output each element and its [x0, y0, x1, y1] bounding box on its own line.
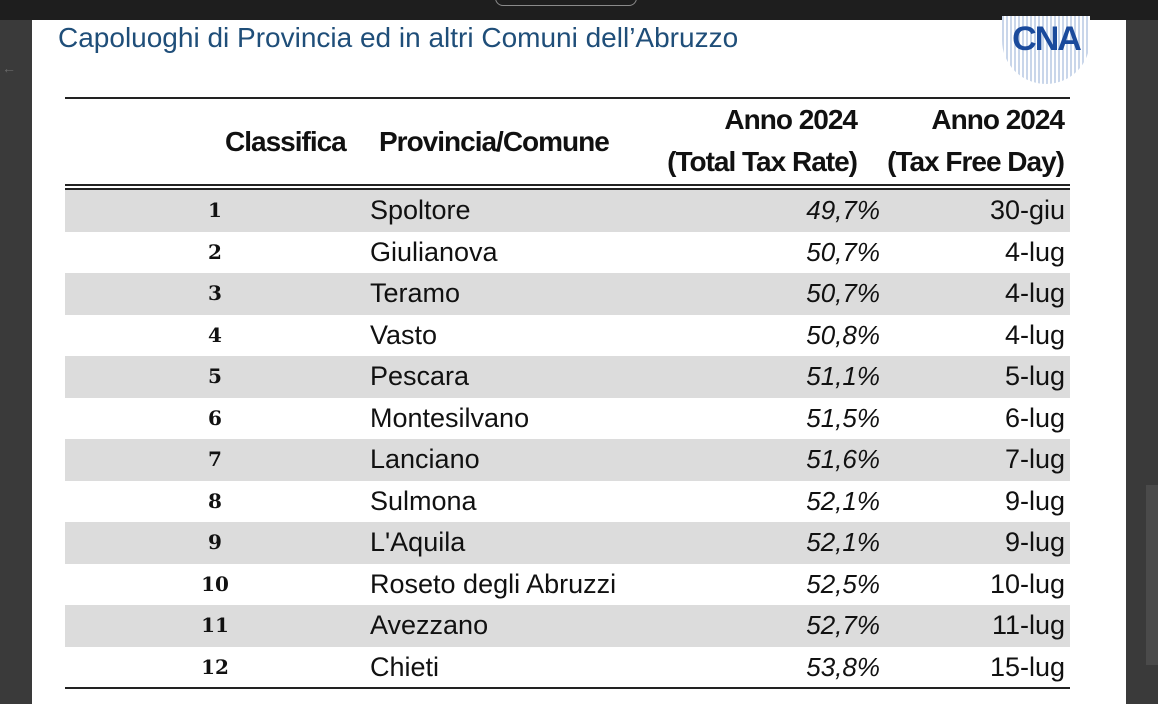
slide: Capoluoghi di Provincia ed in altri Comu…: [32, 16, 1126, 704]
table-bottom-rule: [65, 687, 1070, 689]
rank-cell: 11: [201, 613, 229, 637]
name-cell: L'Aquila: [370, 527, 466, 557]
name-cell: Avezzano: [370, 610, 489, 640]
table-body: 1 Spoltore 49,7% 30-giu 2 Giulianova 50,7% 4-lu…: [65, 190, 1070, 688]
rank-cell: 6: [208, 405, 222, 430]
name-cell: Roseto degli Abruzzi: [370, 568, 617, 599]
tax-rate-cell: 53,8%: [806, 651, 880, 682]
camera-notch: [495, 0, 637, 6]
table-row: 5 Pescara 51,1% 5-lug: [65, 356, 1070, 398]
window-top-bar: [0, 0, 1158, 20]
back-arrow-icon[interactable]: ←: [2, 60, 16, 76]
header-day-line2: (Tax Free Day): [887, 146, 1065, 177]
tax-rate-cell: 52,7%: [806, 610, 880, 640]
tax-free-day-cell: 4-lug: [1004, 236, 1065, 267]
tax-rate-cell: 50,7%: [806, 278, 880, 308]
tax-rate-cell: 51,5%: [806, 402, 880, 433]
cna-logo: CNA: [1002, 16, 1090, 84]
tax-free-day-cell: 6-lug: [1004, 402, 1065, 433]
logo-text: CNA: [1012, 20, 1082, 58]
rank-cell: 12: [201, 654, 229, 679]
table-row: 7 Lanciano 51,6% 7-lug: [65, 439, 1070, 481]
table-row: 4 Vasto 50,8% 4-lug: [65, 315, 1070, 357]
tax-rate-cell: 51,6%: [806, 444, 880, 474]
tax-rate-cell: 49,7%: [806, 195, 880, 225]
rank-cell: 1: [208, 198, 222, 222]
tax-rate-cell: 50,7%: [806, 236, 880, 267]
tax-rate-cell: 50,8%: [806, 319, 880, 350]
rank-cell: 7: [208, 447, 222, 471]
rank-cell: 9: [208, 530, 222, 554]
tax-free-day-cell: 4-lug: [1004, 319, 1065, 350]
table-row: 12 Chieti 53,8% 15-lug: [65, 647, 1070, 689]
rank-cell: 5: [208, 364, 222, 388]
left-margin: ←: [0, 20, 32, 704]
tax-rate-cell: 52,5%: [806, 568, 880, 599]
tax-free-day-cell: 7-lug: [1004, 444, 1065, 474]
tax-free-day-cell: 10-lug: [989, 568, 1065, 599]
tax-free-day-cell: 5-lug: [1004, 361, 1065, 391]
tax-free-day-cell: 9-lug: [1004, 485, 1065, 516]
slide-title: Capoluoghi di Provincia ed in altri Comu…: [58, 22, 739, 53]
rank-cell: 3: [208, 281, 222, 305]
table-row: 1 Spoltore 49,7% 30-giu: [65, 190, 1070, 232]
next-slide-thumbnail[interactable]: [1146, 485, 1158, 665]
table-row: 6 Montesilvano 51,5% 6-lug: [65, 398, 1070, 440]
name-cell: Lanciano: [370, 444, 480, 474]
tax-rate-cell: 52,1%: [806, 527, 880, 557]
header-rule-1: [65, 184, 1070, 186]
header-day-line1: Anno 2024: [931, 104, 1065, 135]
table-row: 9 L'Aquila 52,1% 9-lug: [65, 522, 1070, 564]
tax-free-day-cell: 11-lug: [991, 610, 1065, 640]
tax-free-day-cell: 30-giu: [989, 195, 1065, 225]
rank-cell: 4: [208, 322, 222, 347]
header-name: Provincia/Comune: [379, 126, 610, 157]
table-row: 2 Giulianova 50,7% 4-lug: [65, 232, 1070, 274]
rank-cell: 8: [208, 488, 222, 513]
tax-rate-cell: 51,1%: [806, 361, 880, 391]
tax-rate-cell: 52,1%: [806, 485, 880, 516]
name-cell: Sulmona: [370, 485, 477, 516]
name-cell: Chieti: [370, 651, 440, 682]
tax-free-day-cell: 15-lug: [989, 651, 1065, 682]
right-margin: [1126, 20, 1158, 704]
name-cell: Vasto: [370, 319, 438, 350]
table-row: 3 Teramo 50,7% 4-lug: [65, 273, 1070, 315]
header-rule-2: [65, 188, 1070, 190]
name-cell: Teramo: [370, 278, 461, 308]
table-row: 11 Avezzano 52,7% 11-lug: [65, 605, 1070, 647]
tax-free-day-cell: 9-lug: [1004, 527, 1065, 557]
table-row: 8 Sulmona 52,1% 9-lug: [65, 481, 1070, 523]
table-top-rule: [65, 97, 1070, 99]
tax-free-day-cell: 4-lug: [1004, 278, 1065, 308]
header-rate-line1: Anno 2024: [724, 104, 858, 135]
rank-cell: 10: [201, 571, 229, 596]
table-row: 10 Roseto degli Abruzzi 52,5% 10-lug: [65, 564, 1070, 606]
rank-cell: 2: [208, 239, 222, 264]
name-cell: Pescara: [370, 361, 470, 391]
header-rate-line2: (Total Tax Rate): [667, 146, 858, 177]
name-cell: Giulianova: [370, 236, 498, 267]
header-rank: Classifica: [225, 126, 347, 157]
name-cell: Spoltore: [370, 195, 471, 225]
name-cell: Montesilvano: [370, 402, 530, 433]
